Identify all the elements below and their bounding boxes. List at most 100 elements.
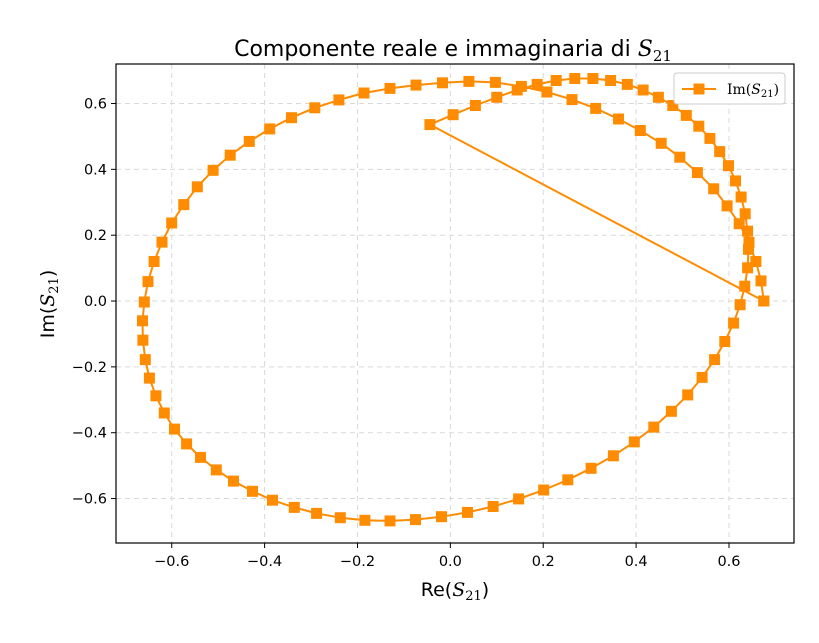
data-point-marker bbox=[758, 295, 770, 307]
x-tick-label: −0.2 bbox=[340, 554, 375, 570]
data-point-marker bbox=[607, 450, 619, 462]
data-point-marker bbox=[513, 493, 525, 505]
data-point-marker bbox=[491, 91, 503, 103]
grid bbox=[116, 64, 794, 543]
data-point-marker bbox=[228, 475, 239, 487]
data-point-marker bbox=[195, 451, 206, 463]
y-tick-label: −0.4 bbox=[72, 426, 107, 442]
data-point-marker bbox=[143, 372, 155, 384]
data-point-marker bbox=[286, 112, 297, 124]
data-point-marker bbox=[743, 243, 754, 255]
data-point-marker bbox=[247, 485, 258, 497]
data-point-marker bbox=[462, 506, 473, 518]
x-axis-label-symbol: S bbox=[452, 579, 465, 601]
data-point-marker bbox=[696, 371, 708, 383]
data-point-marker bbox=[590, 102, 602, 114]
data-point-marker bbox=[334, 512, 346, 524]
data-point-marker bbox=[489, 76, 501, 88]
data-point-marker bbox=[410, 514, 421, 526]
data-point-marker bbox=[538, 484, 550, 496]
data-point-marker bbox=[691, 167, 703, 179]
data-point-marker bbox=[210, 464, 222, 476]
data-point-marker bbox=[634, 125, 646, 136]
data-point-marker bbox=[384, 515, 396, 527]
data-point-marker bbox=[469, 100, 481, 111]
x-tick-label: 0.2 bbox=[532, 554, 555, 570]
data-point-marker bbox=[148, 256, 160, 267]
chart-title-symbol: S bbox=[638, 37, 653, 62]
data-point-marker bbox=[742, 262, 754, 274]
data-point-marker bbox=[652, 91, 664, 103]
data-point-marker bbox=[436, 511, 447, 523]
data-point-marker bbox=[755, 275, 767, 287]
data-point-marker bbox=[723, 160, 734, 172]
y-tick-label: 0.4 bbox=[84, 162, 107, 178]
data-point-marker bbox=[139, 354, 151, 366]
data-point-marker bbox=[142, 276, 154, 288]
y-axis-ticks: −0.6 −0.4 −0.2 0.0 0.2 0.4 0.6 bbox=[72, 97, 116, 508]
data-point-marker bbox=[621, 78, 633, 90]
data-point-marker bbox=[311, 507, 323, 519]
data-point-marker bbox=[437, 77, 448, 89]
data-point-marker bbox=[359, 514, 371, 526]
legend-label-suffix: ) bbox=[774, 82, 779, 98]
data-point-marker bbox=[674, 151, 686, 163]
data-point-marker bbox=[487, 501, 499, 512]
data-point-marker bbox=[734, 299, 746, 311]
legend-label-subscript: 21 bbox=[761, 89, 774, 100]
data-point-marker bbox=[728, 317, 740, 329]
data-point-marker bbox=[288, 501, 300, 513]
data-point-marker bbox=[178, 199, 190, 211]
data-point-marker bbox=[166, 217, 178, 229]
data-point-marker bbox=[721, 200, 733, 212]
data-point-marker bbox=[309, 102, 321, 114]
legend-box bbox=[673, 72, 786, 105]
data-point-marker bbox=[424, 119, 436, 131]
data-point-marker bbox=[648, 421, 660, 433]
data-point-marker bbox=[447, 109, 459, 121]
data-point-marker bbox=[730, 175, 741, 187]
data-point-marker bbox=[181, 438, 193, 450]
data-point-marker bbox=[665, 405, 677, 417]
data-point-marker bbox=[384, 82, 396, 94]
legend-marker bbox=[693, 83, 705, 95]
data-point-marker bbox=[541, 86, 553, 98]
data-point-marker bbox=[637, 84, 649, 96]
chart-title-text: Componente reale e immaginaria di bbox=[234, 37, 638, 62]
data-point-marker bbox=[655, 137, 667, 149]
y-tick-label: −0.2 bbox=[72, 360, 107, 376]
data-point-marker bbox=[708, 183, 720, 195]
series-layer bbox=[137, 73, 770, 527]
data-point-marker bbox=[693, 120, 705, 132]
data-point-marker bbox=[605, 75, 617, 86]
data-point-marker bbox=[264, 123, 276, 135]
data-point-marker bbox=[750, 256, 762, 267]
data-point-marker bbox=[585, 462, 597, 474]
data-point-marker bbox=[137, 334, 149, 346]
data-point-marker bbox=[682, 389, 694, 401]
data-point-marker bbox=[742, 225, 754, 237]
y-tick-label: 0.2 bbox=[84, 228, 107, 244]
y-axis-label: Im(S21) bbox=[37, 270, 62, 339]
x-axis-label: Re(S21) bbox=[421, 579, 489, 604]
chart-title-subscript: 21 bbox=[653, 47, 672, 65]
legend-label: Im(S21) bbox=[727, 82, 779, 100]
data-point-marker bbox=[137, 315, 148, 327]
x-axis-label-subscript: 21 bbox=[465, 589, 482, 604]
x-tick-label: 0.4 bbox=[625, 554, 648, 570]
x-tick-label: 0.6 bbox=[717, 554, 740, 570]
data-point-marker bbox=[743, 236, 755, 248]
data-point-marker bbox=[358, 87, 370, 99]
data-point-marker bbox=[531, 78, 543, 90]
data-point-marker bbox=[719, 336, 731, 347]
data-point-marker bbox=[191, 181, 203, 193]
data-point-marker bbox=[569, 73, 581, 84]
y-tick-label: −0.6 bbox=[72, 492, 107, 508]
x-axis-label-suffix: ) bbox=[482, 579, 489, 601]
data-point-marker bbox=[511, 84, 523, 96]
data-point-marker bbox=[410, 79, 422, 91]
data-point-marker bbox=[739, 208, 751, 220]
y-axis-label-subscript: 21 bbox=[47, 277, 62, 294]
x-tick-label: −0.4 bbox=[247, 554, 282, 570]
